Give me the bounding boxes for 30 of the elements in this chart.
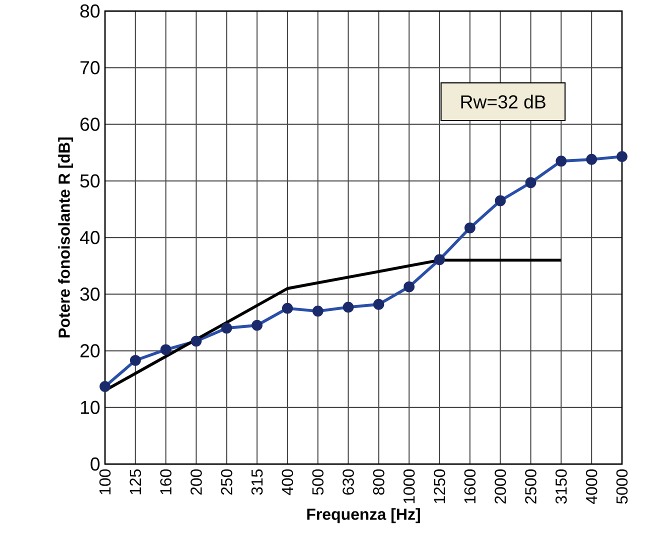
x-tick-label: 315 [251,469,263,495]
y-tick-label: 10 [80,400,100,414]
x-tick-label: 400 [282,469,294,496]
x-tick-label: 100 [99,469,111,494]
x-tick-label: 125 [130,469,142,494]
y-tick-label: 60 [80,118,100,131]
x-tick-label: 630 [342,469,354,495]
x-tick-label: 1600 [464,469,476,504]
x-tick-label: 160 [160,469,172,494]
x-tick-label: 2500 [525,469,536,504]
x-axis-title: Frequenza [Hz] [307,508,420,524]
x-tick-label: 3150 [556,469,567,504]
x-tick-label: 1250 [434,469,446,504]
y-tick-label: 40 [80,230,100,244]
x-tick-label: 200 [190,469,202,495]
y-tick-label: 30 [80,288,100,301]
annotation: Rw=32 dB [461,94,546,108]
y-tick-label: 80 [80,4,100,18]
y-tick-label: 70 [80,61,100,74]
x-tick-label: 5000 [616,469,628,504]
x-tick-label: 250 [220,469,232,495]
x-tick-label: 800 [373,469,384,495]
y-tick-label: 50 [80,174,100,188]
y-tick-label: 20 [80,344,100,358]
y-tick-label: 0 [90,457,100,471]
x-tick-label: 4000 [586,469,598,504]
x-tick-label: 1000 [403,469,415,504]
y-axis-title: Potere fonoisolante R [dB] [58,138,74,338]
x-tick-label: 2000 [494,469,506,504]
x-tick-label: 500 [312,469,324,495]
